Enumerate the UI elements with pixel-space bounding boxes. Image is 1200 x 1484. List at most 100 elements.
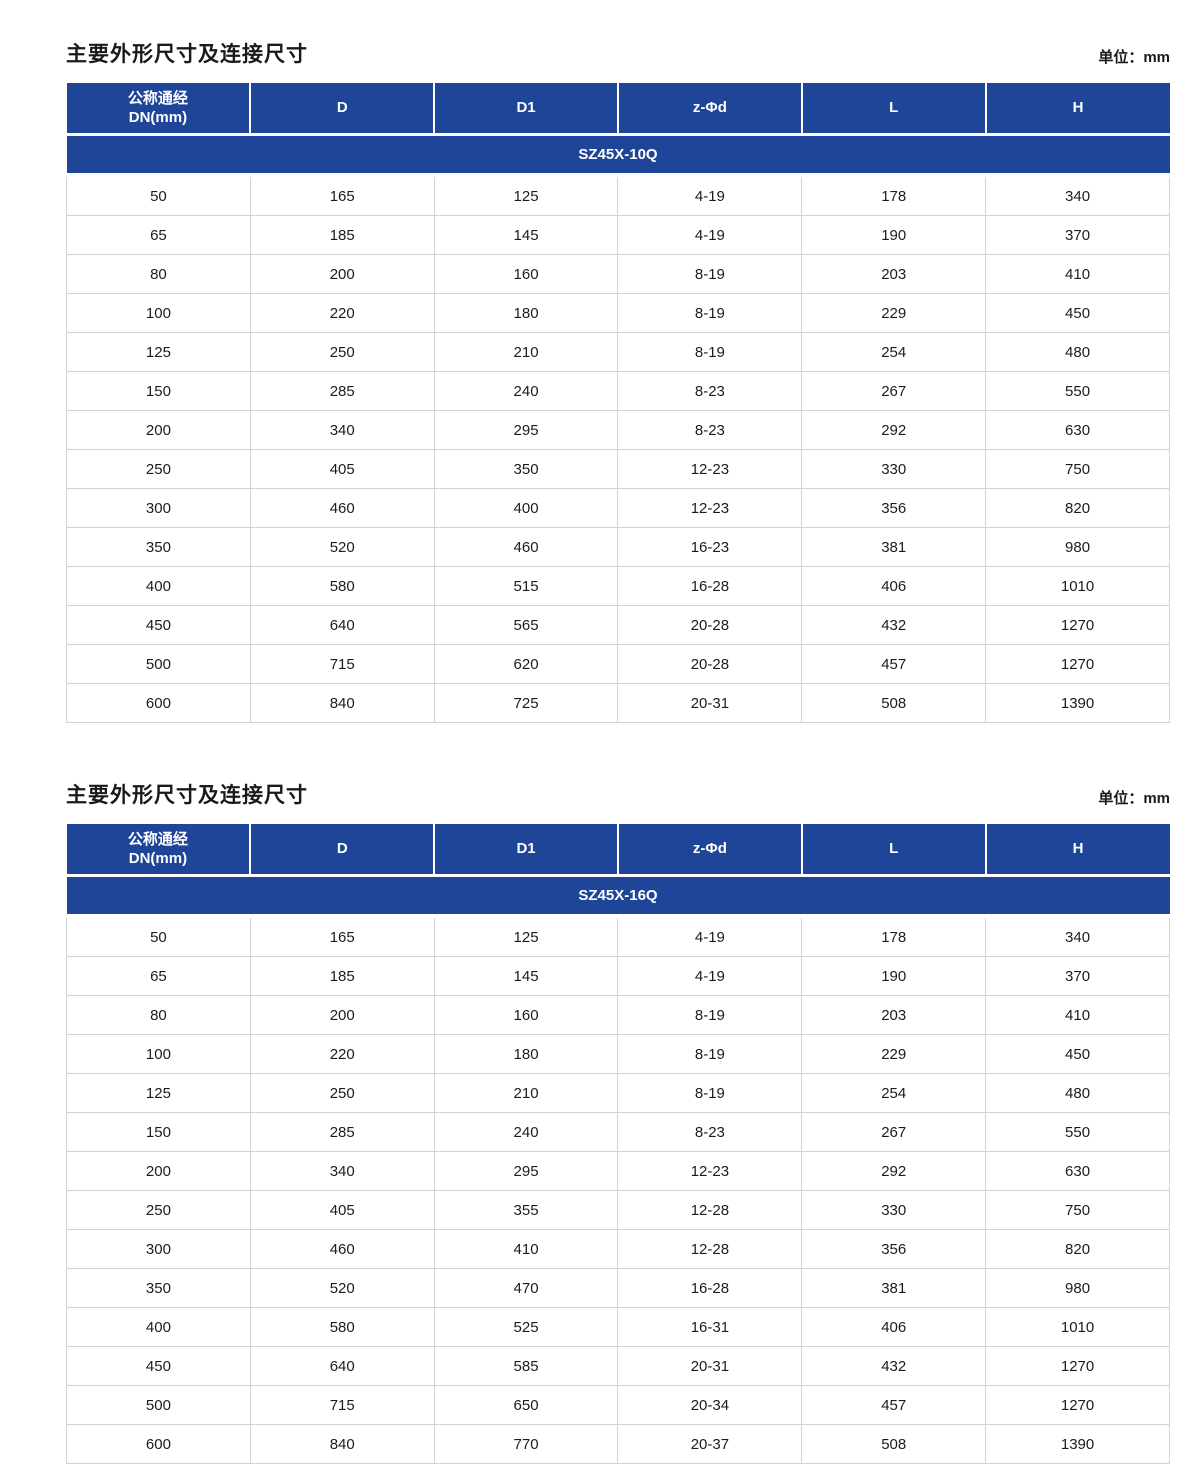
table-cell: 200: [249, 995, 435, 1035]
table-cell: 8-23: [617, 1112, 803, 1152]
table-cell: 65: [66, 956, 251, 996]
table-cell: 50: [66, 174, 251, 216]
table-cell: 1270: [985, 605, 1170, 645]
column-header: D1: [434, 83, 619, 136]
table-cell: 180: [433, 1034, 619, 1074]
column-header: L: [801, 83, 987, 136]
table-cell: 125: [66, 332, 251, 372]
table-cell: 1270: [985, 1346, 1170, 1386]
table-cell: 220: [249, 1034, 435, 1074]
table-row: 100 220 180 8-19 229 450: [66, 1034, 1170, 1074]
table-cell: 4-19: [617, 215, 803, 255]
table-cell: 300: [66, 1229, 251, 1269]
model-row: SZ45X-16Q: [66, 875, 1170, 918]
table-cell: 8-23: [617, 410, 803, 450]
table-cell: 450: [66, 605, 251, 645]
dimension-table-sz45x-16q: 公称通经 DN(mm) D D1 z-Φd L H SZ45X-16Q 50 165 125 4…: [66, 824, 1170, 1464]
table-cell: 229: [801, 293, 987, 333]
table-row: 300 460 400 12-23 356 820: [66, 488, 1170, 528]
table-cell: 180: [433, 293, 619, 333]
table-row: 250 405 350 12-23 330 750: [66, 449, 1170, 489]
table-cell: 410: [985, 254, 1170, 294]
table-cell: 65: [66, 215, 251, 255]
table-cell: 292: [801, 1151, 987, 1191]
table-cell: 980: [985, 1268, 1170, 1308]
table-cell: 980: [985, 527, 1170, 567]
table-cell: 470: [433, 1268, 619, 1308]
table-cell: 8-19: [617, 254, 803, 294]
table-cell: 406: [801, 566, 987, 606]
table-row: 150 285 240 8-23 267 550: [66, 371, 1170, 411]
table-row: 65 185 145 4-19 190 370: [66, 956, 1170, 996]
table-cell: 20-28: [617, 605, 803, 645]
table-row: 200 340 295 8-23 292 630: [66, 410, 1170, 450]
table-cell: 406: [801, 1307, 987, 1347]
table-cell: 4-19: [617, 174, 803, 216]
table-cell: 500: [66, 1385, 251, 1425]
table-row: 400 580 525 16-31 406 1010: [66, 1307, 1170, 1347]
table-cell: 267: [801, 371, 987, 411]
table-cell: 150: [66, 1112, 251, 1152]
table-cell: 580: [249, 566, 435, 606]
table-cell: 432: [801, 605, 987, 645]
table-cell: 50: [66, 915, 251, 957]
table-cell: 240: [433, 371, 619, 411]
table-cell: 254: [801, 1073, 987, 1113]
table-cell: 600: [66, 683, 251, 723]
table-cell: 650: [433, 1385, 619, 1425]
table-cell: 12-23: [617, 449, 803, 489]
table-cell: 20-31: [617, 1346, 803, 1386]
table-cell: 8-19: [617, 1073, 803, 1113]
section-title: 主要外形尺寸及连接尺寸: [66, 43, 308, 66]
table-row: 350 520 460 16-23 381 980: [66, 527, 1170, 567]
table-row: 300 460 410 12-28 356 820: [66, 1229, 1170, 1269]
table-cell: 200: [66, 1151, 251, 1191]
spec-section-sz45x-10q: 主要外形尺寸及连接尺寸 单位：mm 公称通经 DN(mm) D D1 z-Φd L H S…: [66, 38, 1170, 723]
table-cell: 250: [249, 332, 435, 372]
column-header: L: [801, 824, 987, 877]
table-cell: 350: [66, 527, 251, 567]
table-row: 50 165 125 4-19 178 340: [66, 174, 1170, 216]
section-head: 主要外形尺寸及连接尺寸 单位：mm: [66, 779, 1170, 809]
table-cell: 480: [985, 332, 1170, 372]
table-row: 125 250 210 8-19 254 480: [66, 332, 1170, 372]
table-row: 600 840 770 20-37 508 1390: [66, 1424, 1170, 1464]
table-cell: 250: [66, 1190, 251, 1230]
table-cell: 525: [433, 1307, 619, 1347]
table-cell: 165: [249, 915, 435, 957]
table-cell: 450: [985, 1034, 1170, 1074]
table-row: 80 200 160 8-19 203 410: [66, 254, 1170, 294]
table-cell: 400: [66, 566, 251, 606]
table-cell: 460: [433, 527, 619, 567]
table-cell: 457: [801, 644, 987, 684]
table-cell: 16-23: [617, 527, 803, 567]
table-cell: 267: [801, 1112, 987, 1152]
table-cell: 381: [801, 527, 987, 567]
table-cell: 240: [433, 1112, 619, 1152]
table-row: 50 165 125 4-19 178 340: [66, 915, 1170, 957]
table-cell: 12-28: [617, 1190, 803, 1230]
table-cell: 1010: [985, 566, 1170, 606]
table-cell: 585: [433, 1346, 619, 1386]
table-cell: 330: [801, 449, 987, 489]
table-row: 450 640 585 20-31 432 1270: [66, 1346, 1170, 1386]
table-cell: 500: [66, 644, 251, 684]
table-cell: 460: [249, 488, 435, 528]
column-header: 公称通经 DN(mm): [66, 824, 252, 877]
table-cell: 640: [249, 605, 435, 645]
table-cell: 125: [433, 174, 619, 216]
table-cell: 515: [433, 566, 619, 606]
table-cell: 4-19: [617, 915, 803, 957]
table-cell: 750: [985, 449, 1170, 489]
table-cell: 330: [801, 1190, 987, 1230]
table-cell: 125: [433, 915, 619, 957]
dimension-table-sz45x-10q: 公称通经 DN(mm) D D1 z-Φd L H SZ45X-10Q 50 165 125 4…: [66, 83, 1170, 723]
table-body: 50 165 125 4-19 178 340 65 185 145 4-19 190 370 80 20…: [66, 915, 1170, 1464]
table-cell: 1390: [985, 1424, 1170, 1464]
table-cell: 300: [66, 488, 251, 528]
table-cell: 8-19: [617, 1034, 803, 1074]
table-cell: 410: [985, 995, 1170, 1035]
table-cell: 340: [985, 915, 1170, 957]
table-cell: 20-37: [617, 1424, 803, 1464]
table-cell: 203: [801, 995, 987, 1035]
